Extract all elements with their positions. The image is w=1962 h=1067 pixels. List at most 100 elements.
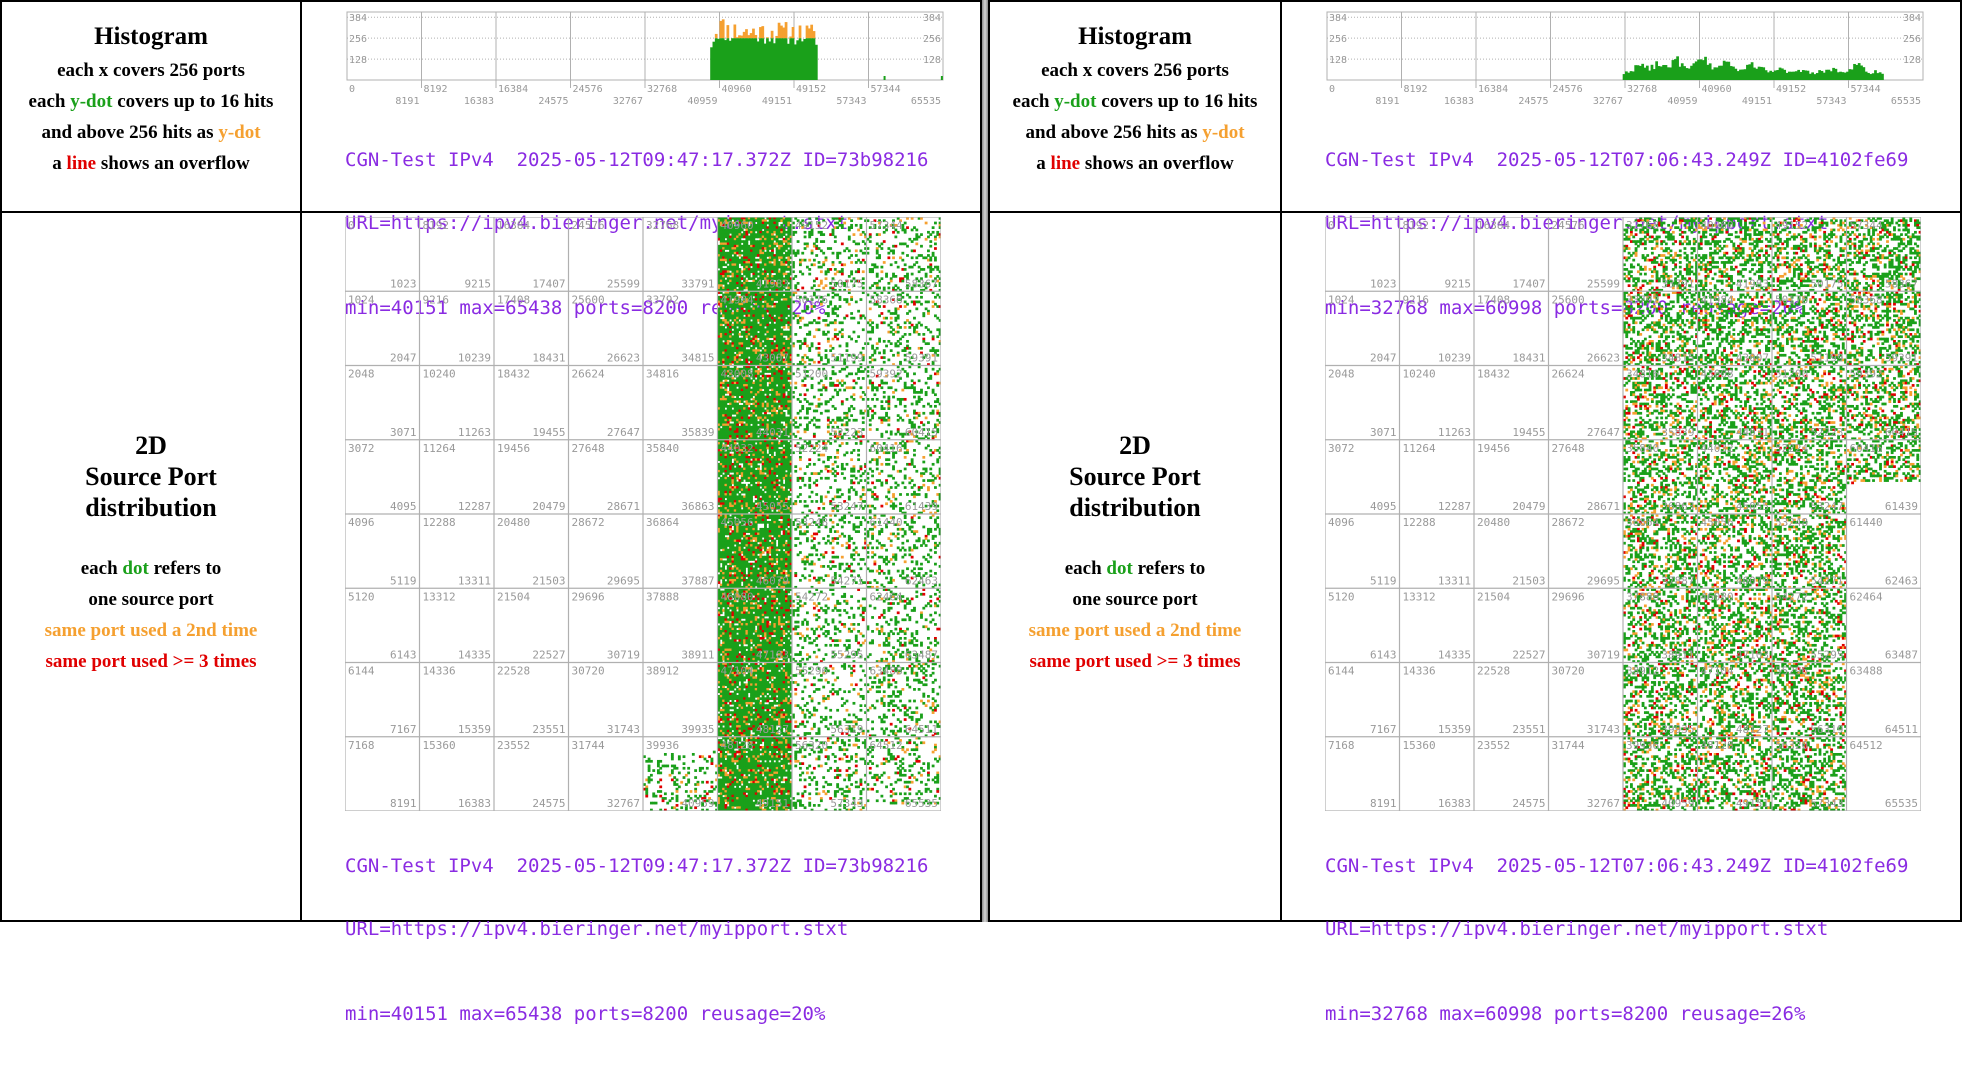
port-dot <box>711 781 714 784</box>
port-dot <box>762 326 765 329</box>
histogram-bar <box>715 38 718 80</box>
port-dot <box>762 393 765 396</box>
port-dot <box>692 760 695 763</box>
port-dot <box>787 419 790 422</box>
port-dot <box>745 356 748 359</box>
port-dot <box>769 591 772 594</box>
port-dot <box>657 781 660 784</box>
port-dot <box>764 419 767 422</box>
port-dot <box>785 526 788 529</box>
port-dot <box>780 224 783 227</box>
histogram-bar <box>733 38 736 80</box>
port-dot <box>713 751 716 754</box>
histogram-bar <box>726 38 729 80</box>
histogram-bar <box>754 38 757 80</box>
port-dot <box>764 312 767 315</box>
port-dot <box>771 249 774 252</box>
port-dot <box>769 261 772 264</box>
port-dot <box>671 753 674 756</box>
legend-text: each <box>81 558 123 579</box>
port-dot <box>764 523 767 526</box>
port-dot <box>750 565 753 568</box>
port-dot <box>766 454 769 457</box>
port-dot <box>785 370 788 373</box>
port-dot <box>734 307 737 310</box>
port-dot <box>720 386 723 389</box>
histogram-bar-overflow <box>799 25 802 38</box>
port-dot <box>764 519 767 522</box>
port-dot <box>776 238 779 241</box>
histogram-bar-overflow <box>780 26 783 39</box>
histogram-bar <box>731 38 734 80</box>
port-dot <box>676 783 679 786</box>
port-dot <box>731 396 734 399</box>
port-dot <box>764 451 767 454</box>
port-dot <box>734 326 737 329</box>
port-dot <box>741 546 744 549</box>
histogram-bar <box>713 42 716 80</box>
distribution-title-line: 2D <box>135 430 167 461</box>
port-dot <box>778 421 781 424</box>
histogram-bar <box>782 38 785 80</box>
legend-text: each <box>29 91 71 112</box>
port-dot <box>694 769 697 772</box>
port-dot <box>648 765 651 768</box>
port-dot <box>759 389 762 392</box>
port-dot <box>736 256 739 259</box>
port-dot <box>736 354 739 357</box>
port-dot <box>648 781 651 784</box>
port-dot <box>757 465 760 468</box>
port-dot <box>664 797 667 800</box>
port-dot <box>773 384 776 387</box>
port-dot <box>748 579 751 582</box>
port-dot <box>764 368 767 371</box>
histogram-bar-overflow <box>720 21 723 38</box>
port-dot <box>780 410 783 413</box>
port-dot <box>771 495 774 498</box>
port-dot <box>720 284 723 287</box>
port-dot <box>711 790 714 793</box>
port-dot <box>745 433 748 436</box>
port-dot <box>787 516 790 519</box>
port-dot <box>771 247 774 250</box>
port-dot <box>685 790 688 793</box>
port-dot <box>769 273 772 276</box>
port-dot <box>724 386 727 389</box>
port-dot <box>729 414 732 417</box>
port-dot <box>752 502 755 505</box>
histogram-bar <box>766 38 769 80</box>
port-dot <box>752 238 755 241</box>
histogram-bar <box>761 38 764 80</box>
port-dot <box>676 788 679 791</box>
port-dot <box>690 790 693 793</box>
port-dot <box>711 758 714 761</box>
port-dot <box>727 307 730 310</box>
histogram-bar-overflow <box>759 27 762 38</box>
port-dot <box>734 254 737 257</box>
port-dot <box>769 421 772 424</box>
histogram-bar <box>743 38 746 80</box>
histogram-bar <box>808 38 811 80</box>
port-dot <box>764 546 767 549</box>
port-dot <box>729 321 732 324</box>
port-dot <box>752 256 755 259</box>
port-dot <box>780 368 783 371</box>
port-dot <box>778 530 781 533</box>
port-dot <box>692 753 695 756</box>
port-dot <box>729 458 732 461</box>
port-dot <box>752 558 755 561</box>
legend-text: shows an overflow <box>96 153 250 174</box>
port-dot <box>657 769 660 772</box>
port-dot <box>645 790 648 793</box>
port-dot <box>748 398 751 401</box>
histogram-bar <box>787 44 790 80</box>
port-dot <box>652 792 655 795</box>
histogram-bar-overflow <box>754 35 757 38</box>
histogram-bar <box>941 76 943 80</box>
port-dot <box>752 277 755 280</box>
port-dot <box>701 767 704 770</box>
port-dot <box>743 567 746 570</box>
port-dot <box>755 331 758 334</box>
port-dot <box>750 498 753 501</box>
